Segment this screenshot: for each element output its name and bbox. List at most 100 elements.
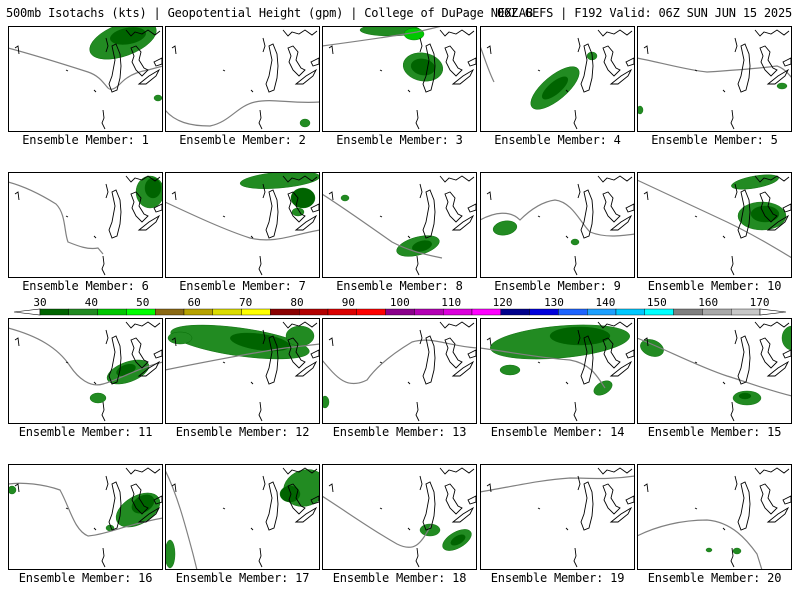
coastline (407, 527, 411, 531)
coastline (580, 189, 594, 239)
colorbar-tick-label: 170 (749, 296, 770, 309)
coastline (287, 337, 306, 369)
height-contour (637, 57, 792, 79)
coastline (258, 547, 263, 568)
height-contour (8, 181, 104, 255)
member-label: Ensemble Member: 3 (336, 133, 463, 147)
coastline (577, 475, 581, 491)
coastline (759, 45, 778, 77)
isotach-area (541, 76, 569, 100)
coastline (737, 481, 751, 531)
coastline (287, 191, 306, 223)
coastline (328, 483, 334, 493)
coastline (287, 45, 306, 77)
coastline (734, 183, 738, 199)
coastline (222, 215, 226, 218)
member-label: Ensemble Member: 2 (179, 133, 306, 147)
panel-frame (480, 172, 635, 278)
height-contour (480, 347, 606, 389)
colorbar-swatch (702, 308, 732, 316)
isotach-area (781, 325, 792, 351)
panel-frame (165, 172, 320, 278)
coastline (265, 335, 279, 385)
colorbar-tick-label: 100 (389, 296, 410, 309)
coastline (265, 189, 279, 239)
height-contour (8, 47, 163, 90)
isotach-area (499, 364, 521, 376)
coastline (782, 349, 792, 359)
coastline (486, 483, 492, 493)
coastline (722, 381, 726, 385)
coastline (782, 57, 792, 67)
ensemble-panel-11: Ensemble Member: 11 (8, 318, 163, 439)
coastline (137, 214, 161, 231)
colorbar-swatch (673, 308, 703, 316)
coastline (486, 337, 492, 347)
coastline (754, 175, 790, 183)
header: 500mb Isotachs (kts) | Geopotential Heig… (0, 0, 800, 24)
coastline (262, 183, 266, 199)
coastline (14, 45, 20, 55)
coastline (597, 321, 633, 329)
coastline (65, 215, 69, 218)
ensemble-panel-3: Ensemble Member: 3 (322, 26, 477, 147)
colorbar-left-arrow (13, 308, 41, 316)
isotach-area (776, 82, 788, 90)
ensemble-panel-15: Ensemble Member: 15 (637, 318, 792, 439)
coastline (101, 401, 106, 422)
panel-map (480, 464, 635, 570)
coastline (730, 255, 735, 276)
colorbar-swatch (212, 308, 242, 316)
coastline (294, 506, 318, 523)
coastline (262, 37, 266, 53)
colorbar-swatch (126, 308, 156, 316)
height-contour (165, 469, 198, 570)
coastline (222, 507, 226, 510)
coastline (101, 255, 106, 276)
isotach-area (732, 547, 742, 555)
isotach-area (89, 392, 107, 404)
coastline (137, 506, 161, 523)
coastline (328, 337, 334, 347)
coastline (379, 215, 383, 218)
isotach-area (299, 118, 311, 128)
coastline (737, 43, 751, 93)
panel-frame (480, 26, 635, 132)
isotach-area (419, 523, 441, 537)
panel-frame (165, 26, 320, 132)
coastline (310, 349, 320, 359)
coastline (310, 203, 320, 213)
coastline (137, 68, 161, 85)
colorbar-tick-label: 130 (544, 296, 564, 309)
ensemble-panel-19: Ensemble Member: 19 (480, 464, 635, 585)
coastline (577, 329, 581, 345)
coastline (108, 481, 122, 531)
ensemble-panel-6: Ensemble Member: 6 (8, 172, 163, 293)
product-title: 500mb Isotachs (kts) | Geopotential Heig… (6, 6, 533, 20)
coastline (407, 381, 411, 385)
height-contour (8, 482, 163, 537)
coastline (14, 483, 20, 493)
isotach-area (738, 392, 752, 400)
panel-frame (8, 26, 163, 132)
panel-map (480, 318, 635, 424)
coastline (444, 483, 463, 515)
ensemble-panel-8: Ensemble Member: 8 (322, 172, 477, 293)
colorbar-tick-label: 50 (136, 296, 150, 309)
coastline (577, 37, 581, 53)
coastline (171, 337, 177, 347)
colorbar-swatch (356, 308, 386, 316)
coastline (734, 475, 738, 491)
coastline (486, 45, 492, 55)
panel-map (637, 26, 792, 132)
ensemble-panel-9: Ensemble Member: 9 (480, 172, 635, 293)
panel-frame (322, 26, 477, 132)
isotach-area (412, 240, 432, 252)
coastline (759, 191, 778, 223)
coastline (14, 191, 20, 201)
member-label: Ensemble Member: 13 (332, 425, 467, 439)
colorbar-tick-label: 140 (595, 296, 616, 309)
coastline (565, 235, 569, 239)
coastline (101, 547, 106, 568)
coastline (262, 329, 266, 345)
